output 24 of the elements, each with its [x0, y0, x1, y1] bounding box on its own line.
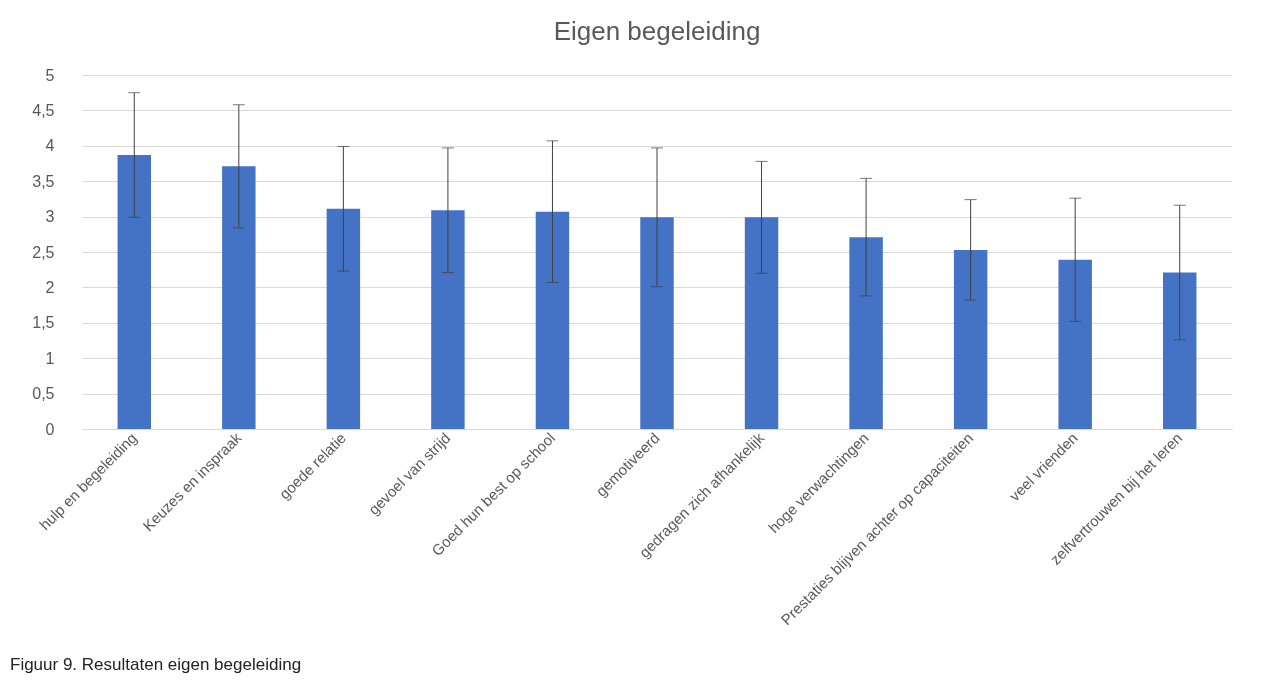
- bar: [431, 210, 465, 429]
- bar: [640, 217, 674, 429]
- y-tick-label: 4: [45, 137, 55, 155]
- y-tick-label: 0,5: [32, 385, 55, 403]
- y-tick-label: 0: [45, 420, 55, 438]
- y-tick-label: 1,5: [32, 314, 55, 332]
- y-tick-label: 3: [45, 208, 55, 226]
- bar: [1163, 272, 1197, 429]
- chart-title: Eigen begeleiding: [553, 16, 761, 46]
- y-tick-label: 3,5: [32, 172, 55, 190]
- bar: [326, 208, 361, 429]
- bar: [1058, 259, 1092, 429]
- bar: [222, 166, 256, 429]
- y-tick-label: 1: [45, 349, 55, 367]
- y-tick-label: 2: [45, 278, 55, 296]
- y-tick-label: 4,5: [32, 101, 55, 119]
- bar: [744, 217, 779, 429]
- bar: [117, 155, 151, 429]
- text: Figuur 9. Resultaten eigen begeleiding: [10, 655, 302, 675]
- y-tick-label: 2,5: [32, 243, 55, 261]
- bar: [849, 237, 883, 429]
- bar: [535, 211, 570, 429]
- bar: [953, 249, 988, 429]
- y-tick-label: 5: [45, 66, 55, 84]
